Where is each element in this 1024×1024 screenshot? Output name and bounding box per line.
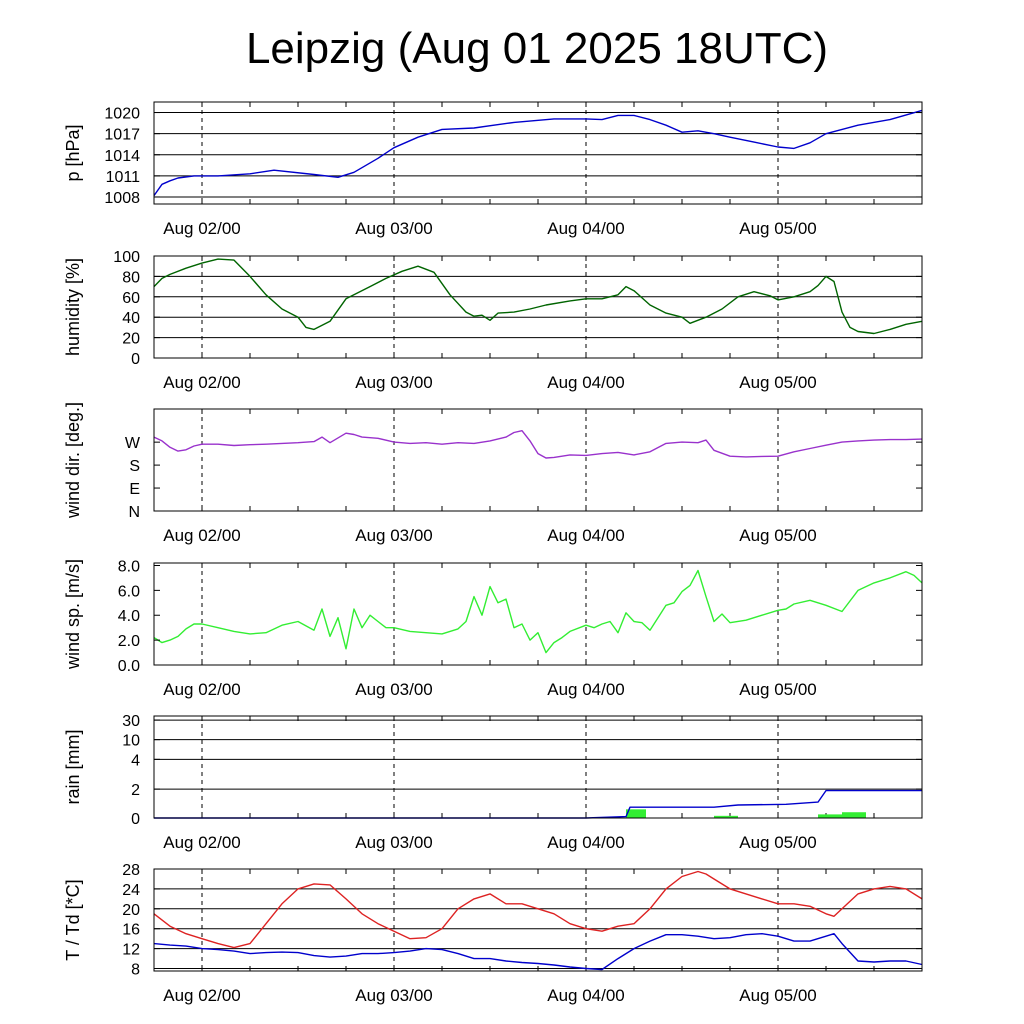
y-tick-label: 2.0 — [118, 633, 140, 650]
x-tick-label: Aug 05/00 — [739, 526, 817, 545]
rain-bar — [626, 809, 646, 818]
y-tick-label: W — [125, 435, 141, 452]
rain-bar — [818, 814, 842, 818]
wind-speed-series-line — [153, 569, 923, 654]
y-tick-label: 100 — [113, 249, 140, 266]
y-tick-label: 1011 — [106, 169, 141, 186]
y-tick-label: 10 — [122, 733, 140, 750]
temperature-series-line — [153, 870, 923, 949]
plot-frame — [153, 101, 923, 205]
y-axis-label: rain [mm] — [63, 729, 83, 804]
y-tick-label: 8 — [131, 962, 140, 979]
x-tick-label: Aug 03/00 — [355, 373, 433, 392]
x-tick-label: Aug 04/00 — [547, 680, 625, 699]
x-tick-label: Aug 02/00 — [163, 373, 241, 392]
y-tick-label: 0 — [131, 811, 140, 828]
rain-bar — [842, 812, 866, 818]
y-axis-label: p [hPa] — [63, 124, 83, 181]
y-tick-label: 2 — [131, 782, 140, 799]
x-tick-label: Aug 03/00 — [355, 219, 433, 238]
y-axis-label: wind sp. [m/s] — [63, 559, 83, 670]
y-tick-label: 30 — [122, 713, 140, 730]
rain-series-line — [154, 789, 922, 819]
rain-bar — [714, 815, 738, 818]
y-tick-label: 40 — [122, 310, 140, 327]
pressure-series-line — [153, 109, 923, 197]
x-tick-label: Aug 03/00 — [355, 680, 433, 699]
y-axis-label: T / Td [*C] — [63, 879, 83, 960]
y-tick-label: 8.0 — [118, 558, 140, 575]
plot-frame — [153, 868, 923, 972]
humidity-panel: 0 20 40 60 80 100 Aug 02/00 Aug 03/00 Aug 04/00 A… — [63, 249, 923, 392]
plot-frame — [153, 562, 923, 666]
y-tick-label: 24 — [122, 882, 140, 899]
y-tick-label: E — [129, 481, 140, 498]
y-tick-label: 0.0 — [118, 658, 140, 675]
x-tick-label: Aug 03/00 — [355, 986, 433, 1005]
temperature-series-line — [153, 933, 923, 971]
rain-panel: 0 2 4 10 30 Aug 02/00 Aug 03/00 Aug 04/00 Aug 05… — [63, 713, 923, 852]
y-tick-label: 80 — [122, 269, 140, 286]
y-tick-label: 6.0 — [118, 583, 140, 600]
x-tick-label: Aug 04/00 — [547, 986, 625, 1005]
x-tick-label: Aug 02/00 — [163, 680, 241, 699]
x-tick-label: Aug 02/00 — [163, 986, 241, 1005]
pressure-panel: 1008 1011 1014 1017 1020 Aug 02/00 Aug 03/00 Au… — [63, 101, 923, 238]
x-tick-label: Aug 05/00 — [739, 833, 817, 852]
chart-title: Leipzig (Aug 01 2025 18UTC) — [245, 24, 829, 73]
y-axis-label: wind dir. [deg.] — [63, 402, 83, 519]
humidity-series-line — [153, 258, 923, 335]
y-tick-label: 20 — [122, 331, 140, 348]
wind-speed-panel: 0.0 2.0 4.0 6.0 8.0 Aug 02/00 Aug 03/00 Aug 04/… — [63, 558, 923, 699]
y-tick-label: 1017 — [104, 127, 140, 144]
y-tick-label: 1008 — [104, 190, 140, 207]
plot-frame — [153, 255, 923, 359]
y-axis-label: humidity [%] — [63, 258, 83, 356]
y-tick-label: 4.0 — [118, 608, 140, 625]
y-tick-label: 16 — [122, 922, 140, 939]
x-tick-label: Aug 04/00 — [547, 833, 625, 852]
x-tick-label: Aug 04/00 — [547, 526, 625, 545]
x-tick-label: Aug 02/00 — [163, 833, 241, 852]
y-tick-label: 12 — [122, 942, 140, 959]
x-tick-label: Aug 02/00 — [163, 526, 241, 545]
plot-frame — [153, 408, 923, 512]
x-tick-label: Aug 04/00 — [547, 373, 625, 392]
x-tick-label: Aug 02/00 — [163, 219, 241, 238]
x-tick-label: Aug 05/00 — [739, 373, 817, 392]
plot-frame — [153, 715, 923, 819]
x-tick-label: Aug 03/00 — [355, 833, 433, 852]
x-tick-label: Aug 04/00 — [547, 219, 625, 238]
wind-dir-series-line — [153, 430, 923, 459]
x-tick-label: Aug 05/00 — [739, 986, 817, 1005]
y-tick-label: 28 — [122, 862, 140, 879]
y-tick-label: 20 — [122, 902, 140, 919]
x-tick-label: Aug 05/00 — [739, 680, 817, 699]
y-tick-label: 4 — [131, 752, 140, 769]
temperature-panel: 8 12 16 20 24 28 Aug 02/00 Aug 03/00 Aug 04/00 Au… — [63, 862, 923, 1005]
y-tick-label: 0 — [131, 351, 140, 368]
y-tick-label: 1020 — [104, 106, 140, 123]
x-tick-label: Aug 03/00 — [355, 526, 433, 545]
x-tick-label: Aug 05/00 — [739, 219, 817, 238]
y-tick-label: N — [128, 504, 140, 521]
y-tick-label: 1014 — [104, 148, 140, 165]
y-tick-label: 60 — [122, 290, 140, 307]
y-tick-label: S — [129, 458, 140, 475]
